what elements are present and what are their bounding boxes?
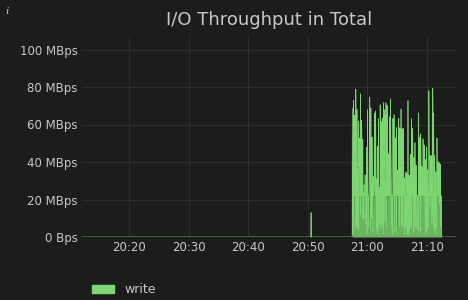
Legend: write: write (88, 280, 160, 300)
Title: I/O Throughput in Total: I/O Throughput in Total (166, 11, 372, 29)
Text: i: i (6, 8, 9, 16)
